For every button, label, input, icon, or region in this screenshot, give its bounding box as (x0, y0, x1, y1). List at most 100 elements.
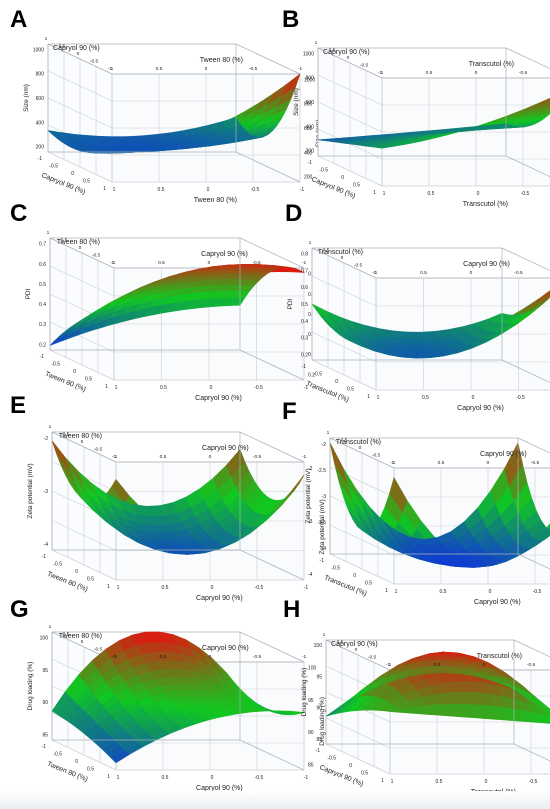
y-tick-label: 0.5 (39, 282, 46, 288)
top-z-tick-label: 1 (381, 70, 384, 76)
y-tick-label-right: 85 (308, 763, 314, 769)
y-axis-title: Drug loading (%) (27, 662, 34, 711)
panel-letter-b: B (282, 6, 300, 33)
x-tick-label: -0.5 (53, 562, 62, 568)
panel-letter-h: H (283, 596, 301, 623)
box-front-frame (329, 438, 550, 570)
y-tick-label: 600 (36, 96, 45, 102)
z-tick-label: 0 (210, 385, 213, 391)
y-tick-label: 0.4 (301, 319, 308, 325)
y-tick-label: 90 (316, 706, 322, 712)
surface-g (51, 631, 305, 764)
x-axis-title: Tween 80 (%) (46, 761, 89, 784)
x-tick-label: 1 (385, 588, 388, 594)
z-tick-label: 1 (117, 775, 120, 781)
z-tick-label: 0.5 (436, 779, 443, 785)
surface-cell (541, 707, 550, 717)
z-tick-label: -0.5 (255, 775, 264, 781)
top-right-axis-title: Capryol 90 (%) (202, 645, 249, 652)
z-tick-label: 0.5 (162, 585, 169, 591)
top-x-tick-label: 1 (49, 424, 52, 430)
y-tick-label-right: 200 (304, 175, 313, 181)
x-tick-label: 0.5 (83, 179, 90, 185)
top-x-tick-label: 1 (327, 430, 330, 436)
surface-d (311, 290, 550, 359)
top-x-tick-label: -1 (386, 662, 391, 668)
top-right-axis-title: Transcutol (%) (469, 61, 514, 68)
y-tick-label: 85 (42, 733, 48, 739)
panel-letter-c: C (10, 200, 28, 227)
z-tick-label: 0 (211, 585, 214, 591)
y-tick-label: -2 (44, 436, 49, 442)
x-tick-label: 0.5 (361, 771, 368, 777)
x-tick-label: 1 (381, 778, 384, 784)
x-tick-label: -0.5 (53, 752, 62, 758)
y-tick-label: 800 (36, 72, 45, 78)
top-z-tick-label: 0 (205, 66, 208, 72)
y-axis-title-right: Drug loading (%) (319, 697, 326, 746)
x-tick-label: 0 (335, 379, 338, 385)
y-tick-label: 0.6 (301, 285, 308, 291)
box-top-frame (325, 639, 550, 671)
top-left-axis-title: Capryol 90 (%) (323, 49, 370, 56)
z-tick-label: 0.5 (162, 775, 169, 781)
x-tick-label: 1 (373, 190, 376, 196)
top-x-tick-label: 0.5 (59, 44, 66, 50)
y-tick-label-right: 400 (304, 150, 313, 156)
top-z-tick-label: -0.5 (253, 654, 262, 660)
top-z-tick-label: 1 (389, 662, 392, 668)
y-axis-title: Size (nm) (293, 88, 300, 116)
y-tick-label: 0.3 (301, 336, 308, 342)
y-tick-label-right: 0.3 (308, 352, 315, 358)
panel-letter-a: A (10, 6, 28, 33)
y-tick-label: 100 (40, 635, 49, 641)
top-z-tick-label: -1 (302, 454, 307, 460)
x-axis-title: Tween 80 (%) (46, 571, 89, 594)
top-x-tick-label: -0.5 (90, 59, 99, 65)
x-axis-title: Capryol 90 (%) (318, 764, 364, 788)
top-z-tick-label: -1 (302, 654, 307, 660)
top-x-tick-label: 0.5 (63, 632, 70, 638)
y-tick-label: 1000 (303, 51, 314, 57)
y-tick-label: 0.2 (301, 352, 308, 358)
surface-b (317, 97, 550, 149)
figure-bottom-edge (0, 791, 550, 809)
y-tick-label-right: 1000 (304, 77, 315, 83)
top-x-tick-label: -0.5 (360, 63, 369, 69)
z-tick-label: -0.5 (254, 385, 263, 391)
y-tick-label: 200 (36, 145, 45, 151)
z-tick-label: 0.5 (428, 191, 435, 197)
y-tick-label: 400 (306, 124, 315, 130)
surface-c (49, 263, 305, 346)
z-tick-label: -1 (304, 585, 309, 591)
top-z-tick-label: 0.5 (426, 70, 433, 76)
top-x-tick-label: -0.5 (94, 447, 103, 453)
frame-edge (501, 359, 550, 383)
top-x-tick-label: -1 (372, 270, 377, 276)
x-tick-label: 0 (353, 573, 356, 579)
z-tick-label: -0.5 (516, 395, 525, 401)
x-tick-label: 1 (367, 394, 370, 400)
x-tick-label: -0.5 (313, 372, 322, 378)
top-z-tick-label: -0.5 (249, 66, 258, 72)
x-tick-label: 0 (75, 759, 78, 765)
box-top-frame (311, 247, 550, 279)
top-z-tick-label: 0.5 (160, 654, 167, 660)
top-x-tick-label: -1 (112, 654, 117, 660)
y-tick-label: 200 (306, 149, 315, 155)
top-z-tick-label: -0.5 (531, 460, 540, 466)
x-axis-title: Transcutol (%) (305, 380, 350, 403)
top-left-axis-title: Tween 80 (%) (57, 239, 100, 246)
y-tick-label-right: 800 (304, 102, 313, 108)
y-tick-label-right: 0.5 (308, 312, 315, 318)
y-tick-label: 0.5 (301, 302, 308, 308)
x-tick-label: 1 (107, 584, 110, 590)
x-tick-label: 0.5 (365, 581, 372, 587)
x-tick-label: -1 (302, 364, 307, 370)
y-tick-label: 100 (314, 643, 323, 649)
x-tick-label: 0 (75, 569, 78, 575)
z-tick-label: 0.5 (440, 589, 447, 595)
surface-cell (543, 293, 550, 302)
